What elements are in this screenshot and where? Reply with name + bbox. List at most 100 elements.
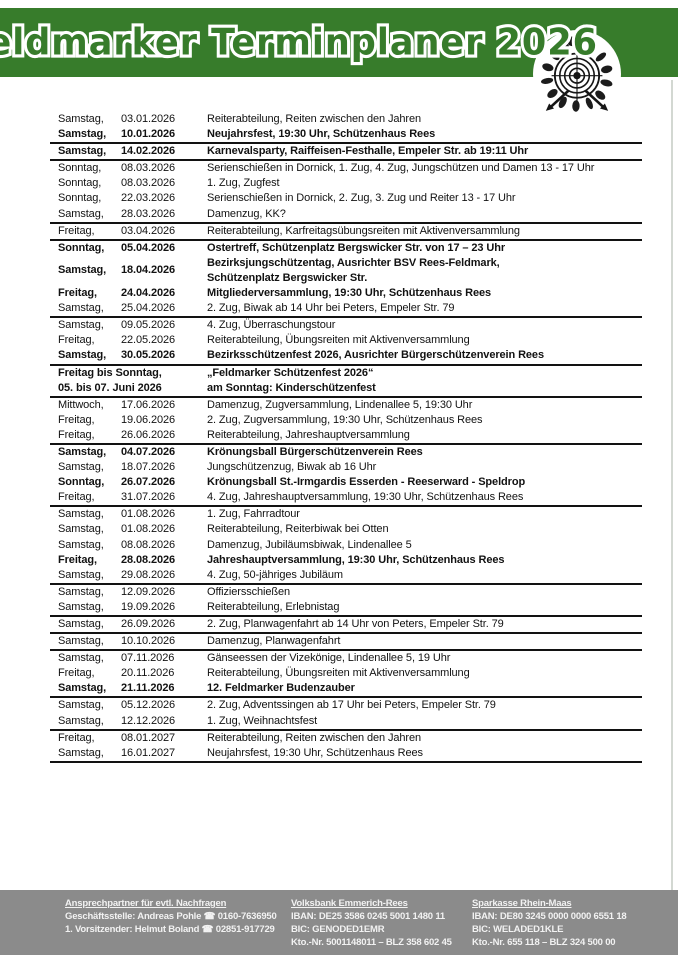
event-day: Mittwoch, — [58, 398, 104, 411]
scan-page-edge — [671, 80, 673, 890]
footer-volksbank-heading: Volksbank Emmerich-Rees — [291, 898, 408, 909]
event-day: Samstag, — [58, 523, 104, 536]
event-description: Bezirksschützenfest 2026, Ausrichter Bür… — [207, 349, 544, 362]
event-date: 05.12.2026 — [121, 699, 176, 712]
table-row: Freitag, 03.04.2026 Reiterabteilung, Kar… — [50, 224, 642, 241]
event-day: Sonntag, — [58, 241, 105, 254]
event-date: 10.01.2026 — [121, 128, 176, 141]
event-day: Sonntag, — [58, 476, 105, 489]
event-day: Samstag, — [58, 445, 107, 458]
event-day: Samstag, — [58, 264, 107, 277]
event-date: 28.03.2026 — [121, 207, 176, 220]
event-date: 08.01.2027 — [121, 731, 176, 744]
event-day: Samstag, — [58, 585, 104, 598]
event-description: Damenzug, Zugversammlung, Lindenallee 5,… — [207, 398, 473, 411]
table-row: Samstag, 08.08.2026 Damenzug, Jubiläumsb… — [50, 538, 642, 553]
event-date: 26.07.2026 — [121, 476, 176, 489]
event-day: Samstag, — [58, 635, 104, 648]
event-day: Freitag, — [58, 553, 97, 566]
event-day: Samstag, — [58, 600, 104, 613]
table-row: Samstag, 03.01.2026 Reiterabteilung, Rei… — [50, 112, 642, 127]
event-day: Samstag, — [58, 699, 104, 712]
table-row: Samstag, 21.11.2026 12. Feldmarker Buden… — [50, 681, 642, 699]
event-description: Reiterabteilung, Reiten zwischen den Jah… — [207, 113, 421, 125]
table-row: Samstag, 30.05.2026 Bezirksschützenfest … — [50, 348, 642, 366]
event-description: Serienschießen in Dornick, 2. Zug, 3. Zu… — [207, 192, 516, 205]
event-date: 14.02.2026 — [121, 145, 176, 158]
event-date: 31.07.2026 — [121, 491, 176, 504]
event-description: Reiterabteilung, Übungsreiten mit Aktive… — [207, 334, 470, 347]
event-day: Samstag, — [58, 538, 104, 551]
event-description: Reiterabteilung, Karfreitagsübungsreiten… — [207, 224, 520, 237]
event-description: Reiterabteilung, Übungsreiten mit Aktive… — [207, 667, 470, 680]
event-date: 10.10.2026 — [121, 635, 176, 648]
table-row: Samstag, 12.09.2026 Offiziersschießen — [50, 585, 642, 600]
event-description: Krönungsball St.-Irmgardis Esserden - Re… — [207, 476, 526, 489]
event-day: Samstag, — [58, 207, 104, 220]
footer-contact-line: 1. Vorsitzender: Helmut Boland ☎ 02851-9… — [65, 924, 275, 935]
event-date: 22.05.2026 — [121, 334, 176, 347]
event-date: 09.05.2026 — [121, 319, 176, 332]
event-description: Jungschützenzug, Biwak ab 16 Uhr — [207, 461, 377, 474]
event-date: 22.03.2026 — [121, 192, 176, 205]
schedule-table: Samstag, 03.01.2026 Reiterabteilung, Rei… — [50, 112, 642, 763]
event-day: Freitag bis Sonntag, 05. bis 07. Juni 202… — [58, 366, 162, 394]
event-description: Neujahrsfest, 19:30 Uhr, Schützenhaus Re… — [207, 128, 436, 141]
event-description: Krönungsball Bürgerschützenverein Rees — [207, 445, 423, 458]
table-row: Samstag, 12.12.2026 1. Zug, Weihnachtsfe… — [50, 714, 642, 731]
event-date: 08.03.2026 — [121, 162, 176, 175]
table-row: Freitag, 24.04.2026 Mitgliederversammlun… — [50, 286, 642, 301]
event-date: 19.06.2026 — [121, 413, 176, 426]
event-day: Samstag, — [58, 508, 104, 521]
table-row: Samstag, 09.05.2026 4. Zug, Überraschung… — [50, 318, 642, 333]
table-row: Samstag, 29.08.2026 4. Zug, 50-jähriges … — [50, 568, 642, 585]
bird-icon — [565, 36, 585, 47]
event-date: 07.11.2026 — [121, 652, 175, 665]
event-description: 2. Zug, Planwagenfahrt ab 14 Uhr von Pet… — [207, 618, 504, 630]
event-description: 12. Feldmarker Budenzauber — [207, 682, 355, 695]
event-day: Freitag, — [58, 224, 95, 237]
event-description: 4. Zug, Jahreshauptversammlung, 19:30 Uh… — [207, 491, 524, 504]
footer-contact-heading: Ansprechpartner für evtl. Nachfragen — [65, 898, 227, 909]
table-row: Sonntag, 08.03.2026 1. Zug, Zugfest — [50, 176, 642, 191]
event-day: Samstag, — [58, 461, 104, 474]
event-date: 21.11.2026 — [121, 682, 175, 695]
footer-sparkasse-bic: BIC: WELADED1KLE — [472, 924, 564, 935]
event-description: Bezirksjungschützentag, Ausrichter BSV R… — [207, 256, 500, 284]
event-date: 01.08.2026 — [121, 523, 176, 536]
event-day: Samstag, — [58, 652, 104, 665]
event-date: 19.09.2026 — [121, 600, 176, 613]
event-description: Reiterabteilung, Reiterbiwak bei Otten — [207, 523, 389, 536]
event-date: 01.08.2026 — [121, 508, 176, 521]
event-day: Freitag, — [58, 491, 95, 504]
event-day: Freitag, — [58, 334, 95, 347]
table-row: Samstag, 01.08.2026 1. Zug, Fahrradtour — [50, 507, 642, 522]
event-day: Samstag, — [58, 145, 107, 158]
table-row: Freitag, 22.05.2026 Reiterabteilung, Übu… — [50, 333, 642, 348]
table-row: Freitag bis Sonntag, 05. bis 07. Juni 202… — [50, 366, 642, 398]
event-date: 08.08.2026 — [121, 538, 176, 551]
event-date: 26.06.2026 — [121, 428, 176, 441]
footer-volksbank-iban: IBAN: DE25 3586 0245 5001 1480 11 — [291, 911, 445, 922]
event-day: Freitag, — [58, 287, 97, 300]
footer-volksbank-kto: Kto.-Nr. 5001148011 – BLZ 358 602 45 — [291, 937, 452, 948]
table-row: Samstag, 18.04.2026 Bezirksjungschützent… — [50, 256, 642, 286]
footer-sparkasse-iban: IBAN: DE80 3245 0000 0000 6551 18 — [472, 911, 627, 922]
table-row: Samstag, 10.01.2026 Neujahrsfest, 19:30 … — [50, 127, 642, 145]
table-row: Sonntag, 05.04.2026 Ostertreff, Schützen… — [50, 241, 642, 256]
table-row: Freitag, 26.06.2026 Reiterabteilung, Jah… — [50, 428, 642, 445]
event-date: 08.03.2026 — [121, 177, 176, 190]
event-day: Samstag, — [58, 682, 107, 695]
event-date: 20.11.2026 — [121, 667, 175, 680]
event-description: Ostertreff, Schützenplatz Bergswicker St… — [207, 241, 506, 254]
event-description: Damenzug, Planwagenfahrt — [207, 635, 341, 648]
table-row: Freitag, 08.01.2027 Reiterabteilung, Rei… — [50, 731, 642, 746]
table-row: Samstag, 14.02.2026 Karnevalsparty, Raif… — [50, 144, 642, 162]
table-row: Samstag, 19.09.2026 Reiterabteilung, Erl… — [50, 600, 642, 617]
event-date: 26.09.2026 — [121, 618, 176, 630]
event-date: 29.08.2026 — [121, 568, 176, 581]
table-row: Samstag, 10.10.2026 Damenzug, Planwagenf… — [50, 634, 642, 652]
event-day: Sonntag, — [58, 192, 102, 205]
event-date: 18.04.2026 — [121, 264, 176, 277]
footer-bank-volksbank-column: Volksbank Emmerich-Rees IBAN: DE25 3586 … — [291, 897, 452, 949]
